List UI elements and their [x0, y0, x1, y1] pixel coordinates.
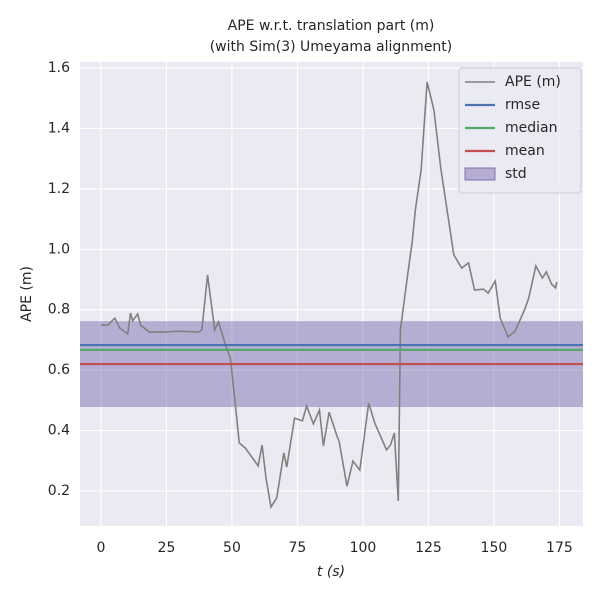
- x-tick-label: 100: [350, 540, 377, 556]
- y-tick-label: 1.6: [48, 60, 70, 76]
- legend-label: median: [505, 120, 557, 136]
- y-axis-label: APE (m): [19, 266, 35, 322]
- x-tick-label: 150: [481, 540, 508, 556]
- chart-title: APE w.r.t. translation part (m): [228, 18, 435, 34]
- legend-swatch: [464, 167, 496, 181]
- x-tick-label: 75: [289, 540, 307, 556]
- x-axis-label: t (s): [317, 564, 345, 580]
- x-tick-label: 50: [223, 540, 241, 556]
- y-tick-label: 1.4: [48, 120, 70, 136]
- x-tick-label: 0: [96, 540, 105, 556]
- y-tick-label: 1.2: [48, 181, 70, 197]
- y-tick-label: 0.6: [48, 362, 70, 378]
- y-tick-label: 1.0: [48, 241, 70, 257]
- y-tick-label: 0.4: [48, 423, 70, 439]
- legend-label: std: [505, 166, 527, 182]
- y-tick-label: 0.8: [48, 302, 70, 318]
- legend-label: rmse: [505, 97, 540, 113]
- x-tick-label: 175: [546, 540, 573, 556]
- ape-line: [100, 81, 558, 510]
- x-tick-label: 25: [158, 540, 176, 556]
- y-tick-label: 0.2: [48, 483, 70, 499]
- x-tick-label: 125: [415, 540, 442, 556]
- legend-label: mean: [505, 143, 545, 159]
- chart-subtitle: (with Sim(3) Umeyama alignment): [210, 39, 453, 55]
- legend-box: [458, 67, 582, 194]
- legend-label: APE (m): [505, 74, 561, 90]
